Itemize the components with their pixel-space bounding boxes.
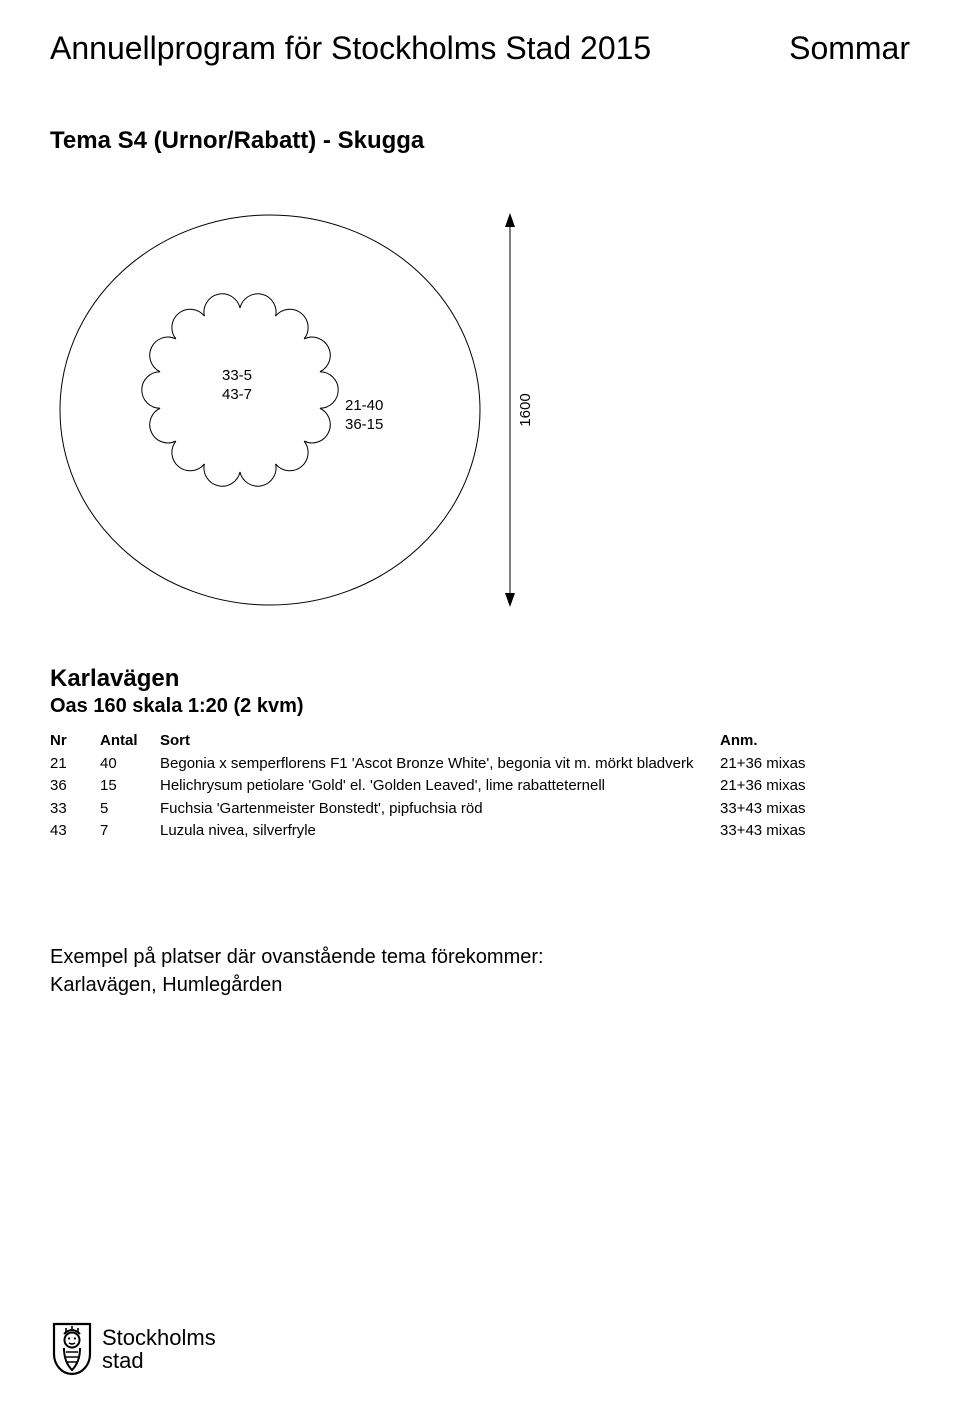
dimension-line: 1600 — [505, 213, 534, 607]
outer-label-2: 36-15 — [345, 416, 383, 433]
example-line1: Exempel på platser där ovanstående tema … — [50, 943, 910, 971]
col-anm: Anm. — [720, 730, 910, 753]
dimension-label: 1600 — [517, 393, 534, 426]
cloud-label-1: 33-5 — [222, 367, 252, 384]
stockholm-crest-icon — [50, 1322, 94, 1376]
cloud-label-2: 43-7 — [222, 386, 252, 403]
footer-text-line2: stad — [102, 1349, 216, 1372]
table-cell: Fuchsia 'Gartenmeister Bonstedt', pipfuc… — [160, 798, 720, 821]
diagram-svg: 33-5 43-7 21-40 36-15 1600 — [50, 195, 610, 625]
col-nr: Nr — [50, 730, 100, 753]
table-cell: 36 — [50, 775, 100, 798]
table-cell: 33 — [50, 798, 100, 821]
table-cell: 21 — [50, 753, 100, 776]
footer-text-line1: Stockholms — [102, 1326, 216, 1349]
season-label: Sommar — [789, 30, 910, 67]
table-cell: 5 — [100, 798, 160, 821]
table-cell: 21+36 mixas — [720, 775, 910, 798]
table-row: 437Luzula nivea, silverfryle33+43 mixas — [50, 820, 910, 843]
section-subtitle: Oas 160 skala 1:20 (2 kvm) — [50, 695, 910, 718]
col-antal: Antal — [100, 730, 160, 753]
footer-logo: Stockholms stad — [50, 1322, 216, 1376]
table-cell: Helichrysum petiolare 'Gold' el. 'Golden… — [160, 775, 720, 798]
table-cell: 33+43 mixas — [720, 798, 910, 821]
table-header-row: Nr Antal Sort Anm. — [50, 730, 910, 753]
table-cell: Luzula nivea, silverfryle — [160, 820, 720, 843]
table-cell: 7 — [100, 820, 160, 843]
col-sort: Sort — [160, 730, 720, 753]
section-title: Karlavägen — [50, 665, 910, 693]
example-line2: Karlavägen, Humlegården — [50, 971, 910, 999]
table-cell: 40 — [100, 753, 160, 776]
plant-table: Nr Antal Sort Anm. 2140Begonia x semperf… — [50, 730, 910, 843]
table-cell: 21+36 mixas — [720, 753, 910, 776]
table-row: 2140Begonia x semperflorens F1 'Ascot Br… — [50, 753, 910, 776]
outer-circle — [60, 215, 480, 605]
table-cell: 15 — [100, 775, 160, 798]
example-block: Exempel på platser där ovanstående tema … — [50, 943, 910, 999]
table-cell: 33+43 mixas — [720, 820, 910, 843]
header: Annuellprogram för Stockholms Stad 2015 … — [50, 30, 910, 67]
planting-diagram: 33-5 43-7 21-40 36-15 1600 — [50, 195, 610, 625]
table-row: 3615Helichrysum petiolare 'Gold' el. 'Go… — [50, 775, 910, 798]
table-row: 335Fuchsia 'Gartenmeister Bonstedt', pip… — [50, 798, 910, 821]
table-cell: Begonia x semperflorens F1 'Ascot Bronze… — [160, 753, 720, 776]
section-header: Karlavägen Oas 160 skala 1:20 (2 kvm) — [50, 665, 910, 718]
page-title: Annuellprogram för Stockholms Stad 2015 — [50, 30, 651, 67]
table-cell: 43 — [50, 820, 100, 843]
footer-logo-text: Stockholms stad — [102, 1326, 216, 1372]
outer-label-1: 21-40 — [345, 397, 383, 414]
theme-subtitle: Tema S4 (Urnor/Rabatt) - Skugga — [50, 127, 910, 155]
